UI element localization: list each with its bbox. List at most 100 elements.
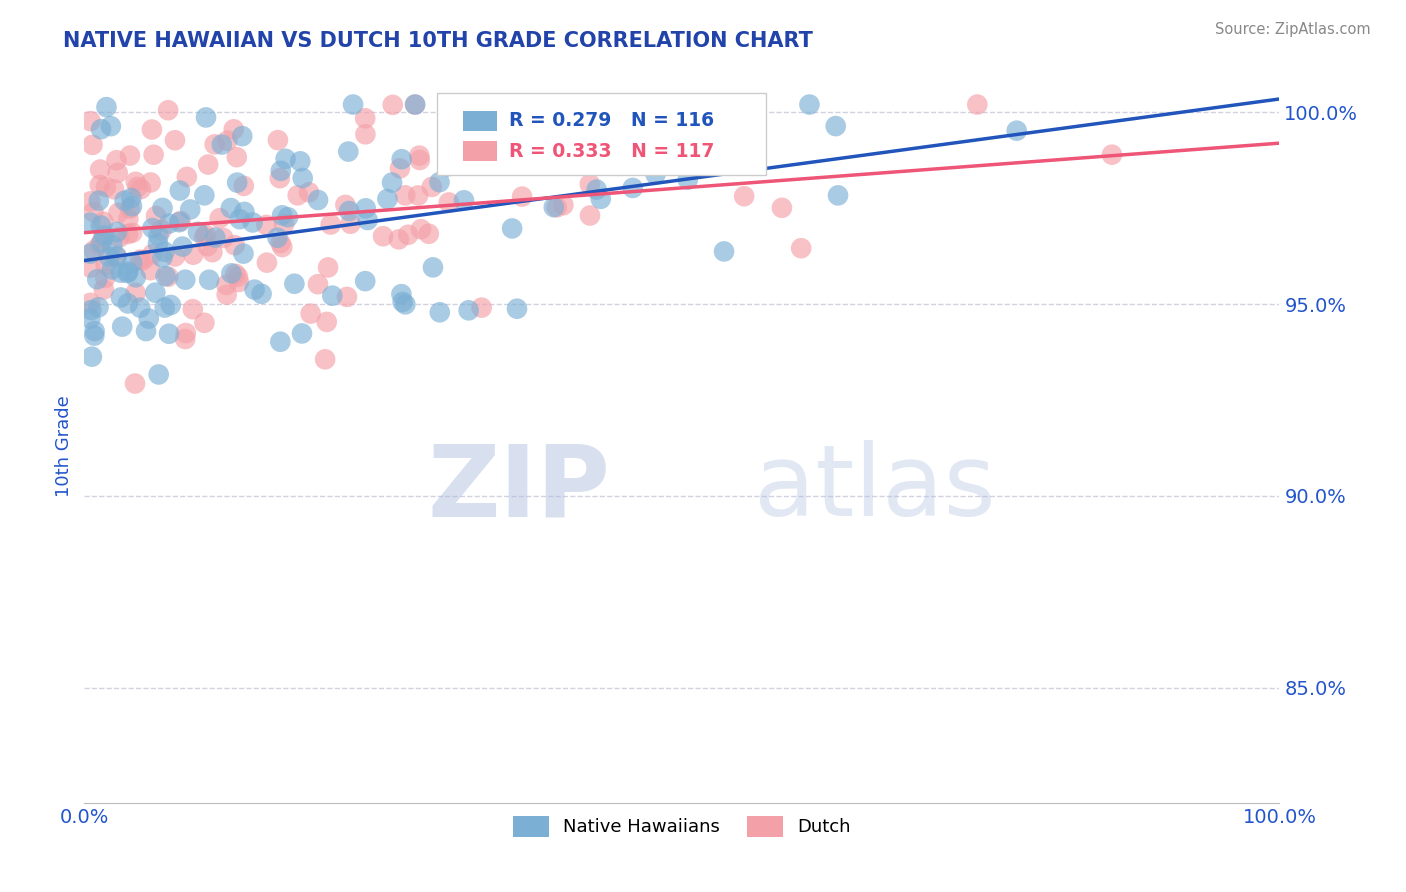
Text: Source: ZipAtlas.com: Source: ZipAtlas.com: [1215, 22, 1371, 37]
Point: [87, 194, 110, 208]
Point: [197, 239, 219, 253]
Point: [89, 162, 111, 177]
Point: [79, 246, 101, 260]
Point: [409, 222, 432, 236]
Point: [420, 180, 443, 194]
Point: [501, 221, 523, 235]
Point: [215, 287, 238, 301]
Point: [94, 180, 117, 194]
Point: [172, 239, 194, 253]
Point: [336, 290, 359, 304]
Point: [256, 255, 278, 269]
Point: [159, 298, 181, 312]
Point: [721, 149, 744, 163]
Point: [157, 217, 180, 231]
Point: [83, 324, 105, 338]
Point: [391, 287, 413, 301]
Point: [307, 193, 329, 207]
Point: [437, 159, 460, 173]
Point: [790, 241, 813, 255]
Point: [193, 188, 215, 202]
Point: [515, 134, 537, 148]
Point: [142, 147, 165, 161]
Point: [408, 148, 430, 162]
Point: [269, 171, 291, 186]
Point: [80, 350, 103, 364]
Point: [453, 194, 475, 208]
Point: [396, 227, 419, 242]
Point: [827, 188, 849, 202]
Point: [733, 189, 755, 203]
Point: [163, 250, 186, 264]
Point: [157, 103, 180, 118]
Point: [148, 368, 170, 382]
Point: [79, 194, 101, 209]
Y-axis label: 10th Grade: 10th Grade: [55, 395, 73, 497]
Point: [195, 111, 218, 125]
Point: [437, 195, 460, 210]
Point: [118, 148, 141, 162]
Point: [354, 112, 377, 126]
Point: [1005, 124, 1028, 138]
Point: [609, 117, 631, 131]
Point: [394, 297, 416, 311]
Point: [339, 217, 361, 231]
Point: [139, 263, 162, 277]
Point: [152, 201, 174, 215]
Point: [228, 275, 250, 289]
Point: [117, 266, 139, 280]
Point: [181, 248, 204, 262]
Point: [224, 238, 246, 252]
Point: [100, 119, 122, 133]
Point: [93, 228, 115, 243]
Point: [110, 291, 132, 305]
Point: [510, 189, 533, 203]
Point: [105, 250, 128, 264]
Point: [117, 264, 139, 278]
Point: [319, 218, 342, 232]
Text: atlas: atlas: [754, 441, 995, 537]
Point: [91, 230, 114, 244]
Point: [273, 217, 295, 231]
Point: [250, 286, 273, 301]
Point: [679, 97, 702, 112]
Point: [79, 311, 101, 326]
Point: [242, 215, 264, 229]
Point: [215, 277, 238, 292]
Text: ZIP: ZIP: [427, 441, 610, 537]
Point: [713, 244, 735, 259]
Point: [225, 150, 247, 164]
Point: [291, 326, 314, 341]
Point: [148, 228, 170, 243]
Point: [354, 128, 377, 142]
Point: [226, 269, 249, 284]
Point: [93, 283, 115, 297]
Point: [391, 152, 413, 166]
Point: [89, 178, 111, 192]
Point: [90, 219, 112, 233]
Point: [621, 181, 644, 195]
Point: [222, 122, 245, 136]
Point: [174, 273, 197, 287]
Point: [187, 225, 209, 239]
Point: [124, 285, 146, 300]
Point: [105, 153, 128, 168]
Point: [277, 211, 299, 225]
Point: [221, 266, 243, 280]
Point: [271, 240, 294, 254]
Point: [89, 238, 111, 252]
Point: [274, 152, 297, 166]
Point: [79, 216, 101, 230]
Point: [232, 246, 254, 260]
Point: [135, 324, 157, 338]
Point: [107, 166, 129, 180]
Point: [150, 223, 173, 237]
Point: [141, 247, 163, 261]
Point: [337, 145, 360, 159]
Point: [169, 214, 191, 228]
Point: [228, 212, 250, 227]
Point: [153, 301, 176, 315]
Point: [94, 258, 117, 272]
Point: [404, 97, 426, 112]
Point: [127, 179, 149, 194]
